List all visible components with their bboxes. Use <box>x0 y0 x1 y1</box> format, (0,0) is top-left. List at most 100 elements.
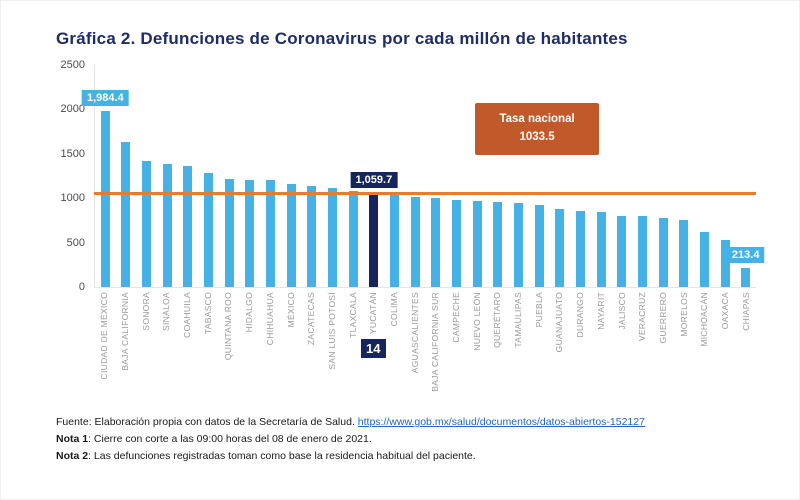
bar-san-luis-potosi <box>328 188 338 287</box>
x-label-quintana-roo: QUINTANA ROO <box>223 292 234 361</box>
x-label-slot: DURANGO <box>570 288 591 412</box>
x-label-slot: QUINTANA ROO <box>218 288 239 412</box>
x-label-nayarit: NAYARIT <box>595 292 606 330</box>
value-label-ciudad-de-mexico: 1,984.4 <box>81 89 129 106</box>
national-rate-callout: Tasa nacional 1033.5 <box>475 103 600 155</box>
bar-slot <box>116 65 137 287</box>
footer: Fuente: Elaboración propia con datos de … <box>56 414 645 464</box>
bars <box>95 65 756 287</box>
bar-slot <box>591 65 612 287</box>
x-label-slot: PUEBLA <box>528 288 549 412</box>
x-label-sonora: SONORA <box>140 292 151 331</box>
bar-slot <box>529 65 550 287</box>
x-label-slot: NUEVO LEÓN <box>466 288 487 412</box>
plot-area: Tasa nacional 1033.5 1,984.4 1,059.7 213.4 <box>81 65 765 288</box>
bar-morelos <box>679 219 689 287</box>
x-label-tamaulipas: TAMAULIPAS <box>513 292 524 348</box>
x-label-oaxaca: OAXACA <box>719 292 730 330</box>
x-label-puebla: PUEBLA <box>533 292 544 328</box>
x-label-coahuila: COAHUILA <box>182 292 193 338</box>
source-text: Fuente: Elaboración propia con datos de … <box>56 416 358 428</box>
bar-slot <box>198 65 219 287</box>
x-label-slot: YUCATÁN 14 <box>361 288 386 412</box>
x-label-sinaloa: SINALOA <box>161 292 172 331</box>
note2-label: Nota 2 <box>56 449 89 462</box>
x-label-slot: MORELOS <box>673 288 694 412</box>
yucatan-rank-badge: 14 <box>361 339 386 359</box>
bar-slot <box>240 65 261 287</box>
bar-campeche <box>451 199 461 287</box>
bar-slot <box>446 65 467 287</box>
bar-slot <box>405 65 426 287</box>
bar-slot <box>95 65 116 287</box>
bar-slot <box>715 65 736 287</box>
bar-durango <box>575 211 585 287</box>
bar-slot <box>653 65 674 287</box>
x-label-mexico: MÉXICO <box>285 292 296 328</box>
bar-colima <box>390 194 400 287</box>
y-tick-label: 2000 <box>60 103 85 116</box>
bar-hidalgo <box>245 180 255 287</box>
bar-mexico <box>286 183 296 287</box>
x-label-ciudad-de-mexico: CIUDAD DE MÉXICO <box>99 292 110 380</box>
x-label-slot: MICHOACÁN <box>694 288 715 412</box>
x-label-guerrero: GUERRERO <box>657 292 668 344</box>
x-label-colima: COLIMA <box>388 292 399 327</box>
x-label-hidalgo: HIDALGO <box>244 292 255 333</box>
bar-tlaxcala <box>348 191 358 287</box>
bar-slot <box>735 65 756 287</box>
bar-chiapas <box>741 268 751 287</box>
bar-yucatan <box>369 192 379 287</box>
x-label-slot: TABASCO <box>197 288 218 412</box>
bar-jalisco <box>617 215 627 287</box>
x-label-queretaro: QUERÉTARO <box>492 292 503 348</box>
x-label-chiapas: CHIAPAS <box>740 292 751 331</box>
note1-text: : Cierre con corte a las 09:00 horas del… <box>88 432 372 445</box>
y-tick-label: 2500 <box>60 59 85 71</box>
x-label-slot: HIDALGO <box>239 288 260 412</box>
bar-slot <box>549 65 570 287</box>
y-tick-label: 1000 <box>60 192 85 205</box>
chart-title: Gráfica 2. Defunciones de Coronavirus po… <box>56 29 628 48</box>
bar-slot <box>508 65 529 287</box>
x-label-veracruz: VERACRUZ <box>637 292 648 342</box>
value-label-yucatan: 1,059.7 <box>350 171 398 188</box>
bar-baja-california <box>121 142 131 287</box>
x-label-yucatan: YUCATÁN <box>368 292 379 335</box>
x-label-morelos: MORELOS <box>678 292 689 337</box>
bar-nayarit <box>596 212 606 287</box>
x-label-slot: TAMAULIPAS <box>508 288 529 412</box>
bar-guanajuato <box>555 209 565 287</box>
bar-slot <box>611 65 632 287</box>
bar-slot <box>673 65 694 287</box>
x-label-nuevo-leon: NUEVO LEÓN <box>471 292 482 351</box>
bar-slot <box>364 65 385 287</box>
bar-slot <box>157 65 178 287</box>
national-rate-line <box>94 192 756 196</box>
bar-slot <box>343 65 364 287</box>
x-label-slot: CAMPECHE <box>446 288 467 412</box>
bar-aguascalientes <box>410 196 420 287</box>
x-label-guanajuato: GUANAJUATO <box>554 292 565 353</box>
x-label-slot: COAHUILA <box>177 288 198 412</box>
bar-slot <box>487 65 508 287</box>
x-label-slot: COLIMA <box>384 288 405 412</box>
bar-ciudad-de-mexico <box>100 110 110 287</box>
y-tick-label: 500 <box>66 236 85 249</box>
bar-veracruz <box>637 216 647 287</box>
bar-slot <box>570 65 591 287</box>
bar-nuevo-leon <box>472 201 482 287</box>
x-label-slot: SAN LUIS POTOSÍ <box>322 288 343 412</box>
source-link[interactable]: https://www.gob.mx/salud/documentos/dato… <box>357 416 645 428</box>
bar-slot <box>302 65 323 287</box>
note1: Nota 1: Cierre con corte a las 09:00 hor… <box>56 431 645 448</box>
x-label-slot: BAJA CALIFORNIA <box>115 288 136 412</box>
bar-slot <box>694 65 715 287</box>
x-label-slot: AGUASCALIENTES <box>404 288 425 412</box>
bar-tamaulipas <box>513 203 523 287</box>
note2: Nota 2: Las defunciones registradas toma… <box>56 448 645 465</box>
note1-label: Nota 1 <box>56 432 89 445</box>
bar-guerrero <box>658 217 668 287</box>
bar-queretaro <box>493 202 503 287</box>
x-label-slot: CIUDAD DE MÉXICO <box>94 288 115 412</box>
